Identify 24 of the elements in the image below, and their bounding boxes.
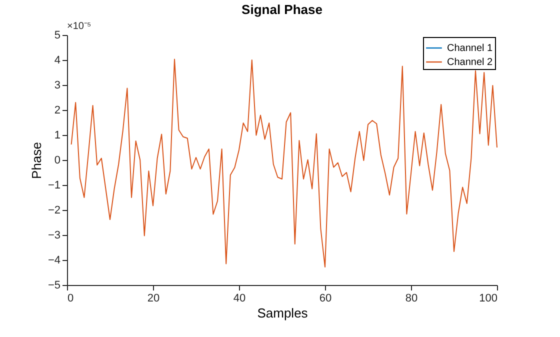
legend-label: Channel 1: [447, 43, 494, 54]
x-tick-label: 0: [68, 292, 74, 304]
y-tick-label: −5: [48, 280, 60, 292]
x-tick-label: 60: [319, 292, 332, 304]
legend-label: Channel 2: [447, 57, 494, 68]
y-tick-label: −4: [48, 254, 60, 266]
y-tick-label: −3: [48, 230, 60, 242]
y-tick-label: 3: [54, 80, 60, 92]
y-tick-label: −2: [48, 204, 60, 216]
x-axis-title: Samples: [257, 306, 308, 320]
y-tick-label: 5: [54, 30, 60, 42]
x-tick-label: 20: [147, 292, 160, 304]
y-tick-label: −1: [48, 180, 60, 192]
x-tick-label: 40: [233, 292, 246, 304]
chart-title: Signal Phase: [242, 2, 322, 17]
y-tick-label: 1: [54, 130, 60, 142]
line-series: [70, 58, 498, 268]
y-axis-title: Phase: [28, 142, 44, 179]
y-tick-label: 0: [54, 154, 60, 166]
y-tick-label: 2: [54, 104, 60, 116]
x-tick-label: 100: [479, 292, 498, 304]
y-tick-label: 4: [54, 54, 60, 66]
text: ×10⁻⁵: [67, 21, 92, 32]
x-tick-label: 80: [405, 292, 418, 304]
